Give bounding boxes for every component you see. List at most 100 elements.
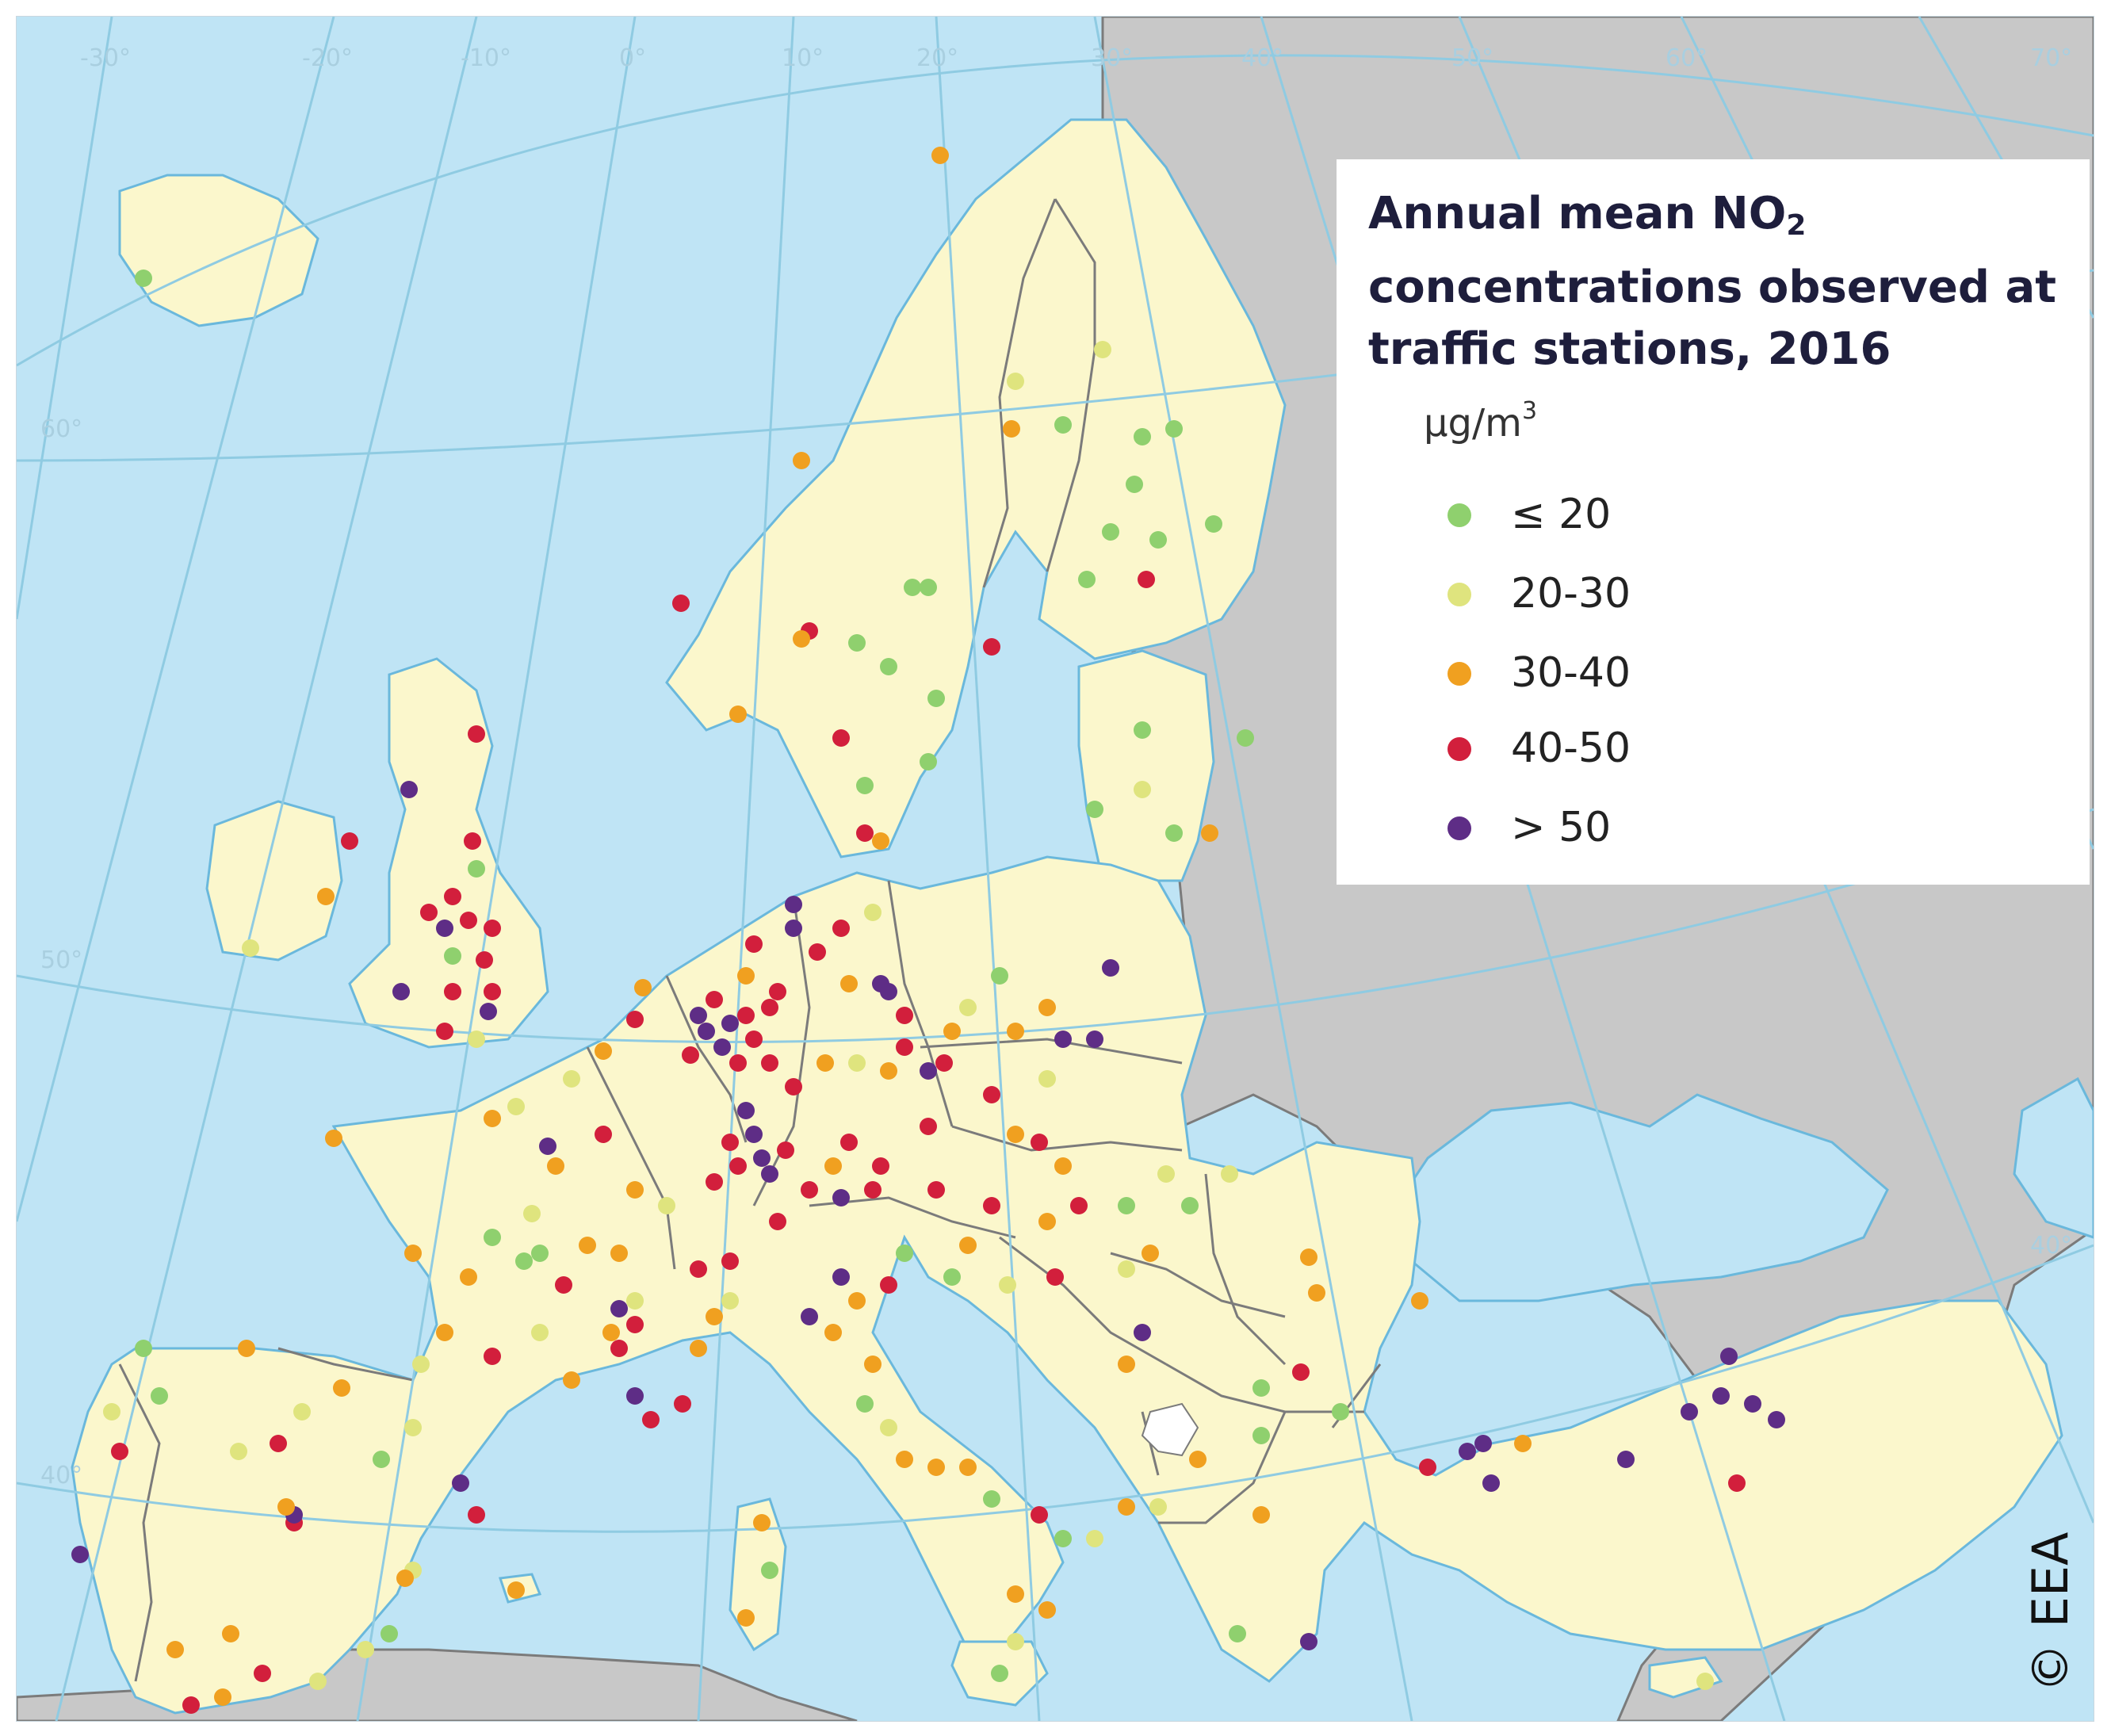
station-dot bbox=[785, 920, 802, 937]
station-dot bbox=[333, 1379, 350, 1397]
station-dot bbox=[1007, 1633, 1024, 1650]
station-dot bbox=[1007, 1585, 1024, 1603]
station-dot bbox=[1149, 531, 1167, 549]
station-dot bbox=[1038, 1213, 1056, 1230]
legend-label: 30-40 bbox=[1511, 649, 1631, 697]
station-dot bbox=[634, 979, 652, 996]
station-dot bbox=[1252, 1379, 1270, 1397]
station-dot bbox=[1086, 801, 1103, 818]
station-dot bbox=[920, 1062, 937, 1080]
station-dot bbox=[460, 1268, 477, 1286]
station-dot bbox=[626, 1181, 644, 1199]
lon-label: 30° bbox=[1091, 44, 1133, 72]
station-dot bbox=[920, 579, 937, 596]
national-borders bbox=[118, 198, 1382, 1682]
station-dot bbox=[484, 1110, 501, 1127]
station-dot bbox=[539, 1138, 556, 1155]
station-dot bbox=[824, 1157, 842, 1175]
station-dot bbox=[1086, 1031, 1103, 1048]
station-dot bbox=[840, 1134, 858, 1151]
station-dot bbox=[721, 1292, 739, 1310]
station-dot bbox=[1031, 1506, 1048, 1524]
station-dot bbox=[182, 1696, 200, 1714]
station-dot bbox=[531, 1324, 549, 1341]
station-dot bbox=[1102, 523, 1119, 541]
land-ireland bbox=[205, 800, 343, 962]
station-dot bbox=[1134, 1324, 1151, 1341]
station-dot bbox=[880, 658, 897, 675]
station-dot bbox=[769, 1213, 786, 1230]
lon-label: 0° bbox=[619, 44, 646, 72]
station-dot bbox=[793, 630, 810, 648]
station-dot bbox=[959, 1459, 977, 1476]
station-dot bbox=[983, 1490, 1000, 1508]
station-dot bbox=[959, 999, 977, 1016]
station-dot bbox=[864, 904, 881, 921]
station-dot bbox=[999, 1276, 1016, 1294]
station-dot bbox=[896, 1007, 913, 1024]
station-dot bbox=[1007, 373, 1024, 390]
station-dot bbox=[1054, 1530, 1072, 1547]
station-dot bbox=[1134, 428, 1151, 445]
station-dot bbox=[729, 705, 747, 723]
station-dot bbox=[721, 1252, 739, 1270]
station-dot bbox=[444, 947, 461, 965]
station-dot bbox=[824, 1324, 842, 1341]
station-dot bbox=[698, 1023, 715, 1040]
lon-label: -20° bbox=[302, 44, 353, 72]
station-dot bbox=[1181, 1197, 1199, 1214]
station-dot bbox=[880, 1419, 897, 1436]
station-dot bbox=[1229, 1625, 1246, 1642]
station-dot bbox=[444, 888, 461, 905]
station-dot bbox=[1201, 824, 1218, 842]
station-dot bbox=[729, 1157, 747, 1175]
station-dot bbox=[737, 1609, 755, 1627]
station-dot bbox=[769, 983, 786, 1000]
station-dot bbox=[480, 1003, 497, 1020]
station-dot bbox=[785, 1078, 802, 1096]
station-dot bbox=[626, 1316, 644, 1333]
station-dot bbox=[904, 579, 921, 596]
station-dot bbox=[1720, 1348, 1738, 1365]
station-dot bbox=[484, 1229, 501, 1246]
station-dot bbox=[658, 1197, 675, 1214]
kosovo-no-data bbox=[1141, 1402, 1199, 1457]
station-dot bbox=[785, 896, 802, 913]
legend-label: ≤ 20 bbox=[1511, 491, 1612, 538]
station-dot bbox=[848, 634, 866, 652]
station-dot bbox=[943, 1023, 961, 1040]
station-dot bbox=[436, 920, 453, 937]
legend-swatch bbox=[1447, 583, 1471, 606]
black-sea bbox=[1394, 1093, 1889, 1302]
station-dot bbox=[484, 920, 501, 937]
station-dot bbox=[626, 1292, 644, 1310]
station-dot bbox=[991, 1665, 1008, 1682]
station-dot bbox=[166, 1641, 184, 1658]
station-dot bbox=[983, 638, 1000, 656]
station-dot bbox=[1007, 1126, 1024, 1143]
station-dot bbox=[230, 1443, 247, 1460]
station-dot bbox=[674, 1395, 691, 1413]
station-dot bbox=[1252, 1427, 1270, 1444]
legend-title-part2: concentrations observed at traffic stati… bbox=[1368, 262, 2056, 375]
land-britain bbox=[348, 657, 549, 1049]
legend-item: 20-30 bbox=[1447, 564, 1844, 627]
station-dot bbox=[277, 1498, 295, 1516]
station-dot bbox=[222, 1625, 239, 1642]
station-dot bbox=[1038, 999, 1056, 1016]
station-dot bbox=[1086, 1530, 1103, 1547]
station-dot bbox=[452, 1474, 469, 1492]
station-dot bbox=[991, 967, 1008, 985]
station-dot bbox=[737, 1102, 755, 1119]
station-dot bbox=[1070, 1197, 1088, 1214]
lat-label: 40° bbox=[2030, 1232, 2072, 1260]
station-dot bbox=[468, 1506, 485, 1524]
station-dot bbox=[761, 1562, 778, 1579]
station-dot bbox=[1054, 1157, 1072, 1175]
station-dot bbox=[864, 1356, 881, 1373]
station-dot bbox=[1617, 1451, 1635, 1468]
station-dot bbox=[151, 1387, 168, 1405]
station-dot bbox=[1003, 420, 1020, 438]
lon-label: 70° bbox=[2030, 44, 2072, 72]
station-dot bbox=[832, 729, 850, 747]
